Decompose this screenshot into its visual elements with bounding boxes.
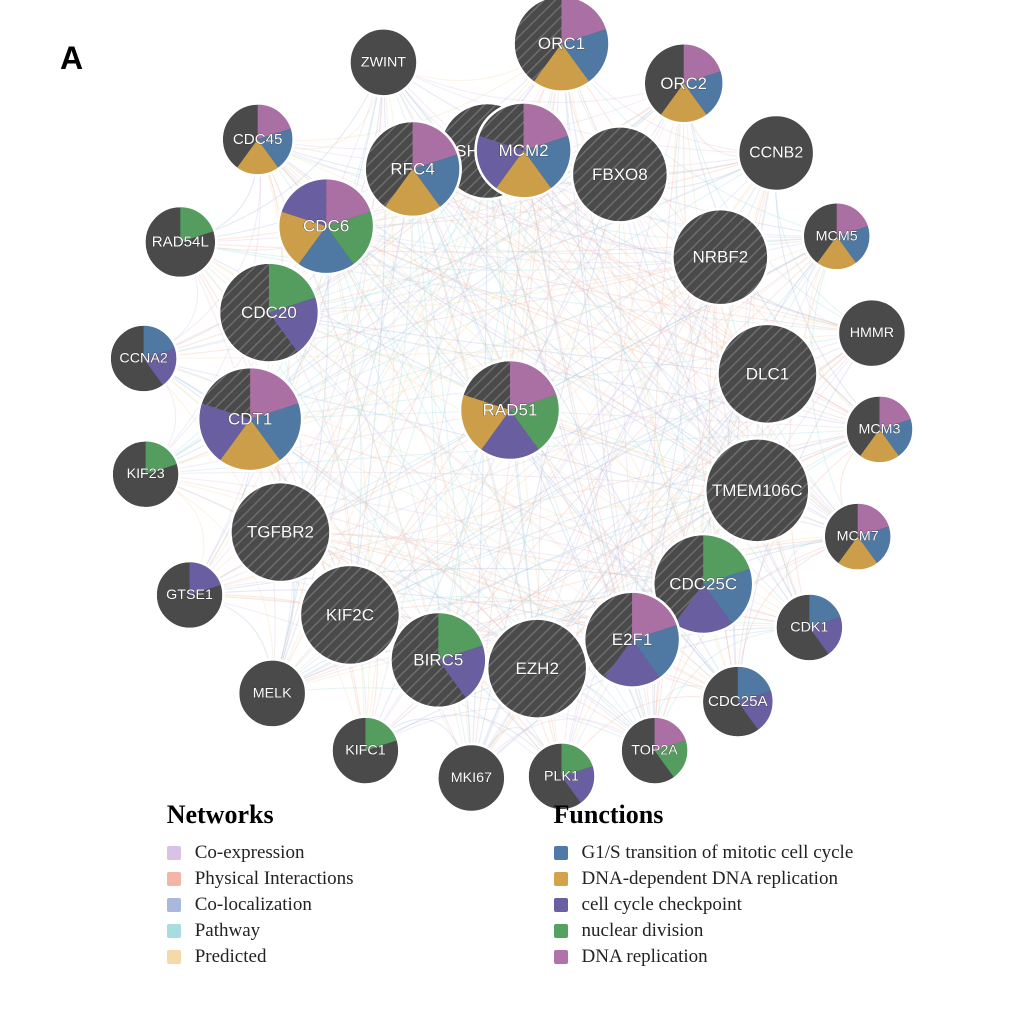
- node-hmmr: HMMR: [838, 299, 906, 367]
- node-top2a: TOP2A: [621, 717, 689, 785]
- node-mcm5: MCM5: [803, 202, 871, 270]
- edge: [811, 236, 858, 536]
- node-cdk1: CDK1: [775, 593, 843, 661]
- node-kifc1: KIFC1: [331, 717, 399, 785]
- node-ezh2: EZH2: [487, 619, 587, 719]
- legend-function-swatch: [554, 846, 568, 860]
- node-dlc1: DLC1: [717, 324, 817, 424]
- node-tgfbr2: TGFBR2: [230, 482, 330, 582]
- legend-network-label: Pathway: [195, 920, 260, 942]
- legend-function-swatch: [554, 898, 568, 912]
- legend-network-swatch: [167, 872, 181, 886]
- node-mcm3: MCM3: [845, 395, 913, 463]
- legend-functions-title: Functions: [554, 800, 854, 830]
- legend-network-label: Co-localization: [195, 894, 312, 916]
- legend-network-swatch: [167, 846, 181, 860]
- legend-network-item: Predicted: [167, 946, 354, 968]
- legend-network-label: Co-expression: [195, 842, 305, 864]
- node-orc1: ORC1: [513, 0, 609, 92]
- legend-network-item: Co-expression: [167, 842, 354, 864]
- legend-function-swatch: [554, 950, 568, 964]
- legend-function-item: cell cycle checkpoint: [554, 894, 854, 916]
- node-cdt1: CDT1: [198, 367, 302, 471]
- legend-network-item: Physical Interactions: [167, 868, 354, 890]
- node-rfc4: RFC4: [365, 121, 461, 217]
- node-orc2: ORC2: [644, 43, 724, 123]
- legend-function-label: DNA-dependent DNA replication: [582, 868, 838, 890]
- node-zwint: ZWINT: [349, 28, 417, 96]
- node-mcm7: MCM7: [824, 503, 892, 571]
- legend-function-swatch: [554, 924, 568, 938]
- legend-network-swatch: [167, 924, 181, 938]
- node-tmem106c: TMEM106C: [705, 438, 809, 542]
- legend-network-swatch: [167, 950, 181, 964]
- legend-function-label: nuclear division: [582, 920, 704, 942]
- legend: Networks Co-expression Physical Interacti…: [0, 800, 1020, 972]
- node-gtse1: GTSE1: [156, 561, 224, 629]
- node-ccna2: CCNA2: [110, 325, 178, 393]
- node-fbxo8: FBXO8: [572, 126, 668, 222]
- node-melk: MELK: [238, 659, 306, 727]
- node-birc5: BIRC5: [390, 612, 486, 708]
- node-e2f1: E2F1: [584, 592, 680, 688]
- legend-function-item: DNA-dependent DNA replication: [554, 868, 854, 890]
- legend-function-item: DNA replication: [554, 946, 854, 968]
- legend-function-item: G1/S transition of mitotic cell cycle: [554, 842, 854, 864]
- node-mcm2: MCM2: [476, 102, 572, 198]
- legend-function-label: G1/S transition of mitotic cell cycle: [582, 842, 854, 864]
- node-nrbf2: NRBF2: [672, 209, 768, 305]
- node-cdc45: CDC45: [222, 103, 294, 175]
- legend-network-item: Pathway: [167, 920, 354, 942]
- node-rad51: RAD51: [460, 360, 560, 460]
- legend-function-label: DNA replication: [582, 946, 708, 968]
- legend-network-label: Predicted: [195, 946, 267, 968]
- legend-functions: Functions G1/S transition of mitotic cel…: [554, 800, 854, 972]
- legend-function-label: cell cycle checkpoint: [582, 894, 742, 916]
- node-cdc20: CDC20: [219, 263, 319, 363]
- legend-network-item: Co-localization: [167, 894, 354, 916]
- legend-function-item: nuclear division: [554, 920, 854, 942]
- node-cdc25a: CDC25A: [702, 666, 774, 738]
- legend-function-swatch: [554, 872, 568, 886]
- nodes-layer: ORC1ORC2CCNB2MCM5HMMRMCM3MCM7CDK1CDC25AT…: [110, 0, 914, 812]
- node-kif2c: KIF2C: [300, 565, 400, 665]
- node-rad54l: RAD54L: [144, 206, 216, 278]
- legend-network-label: Physical Interactions: [195, 868, 354, 890]
- node-cdc6: CDC6: [278, 178, 374, 274]
- node-kif23: KIF23: [112, 440, 180, 508]
- network-graph: ORC1ORC2CCNB2MCM5HMMRMCM3MCM7CDK1CDC25AT…: [0, 0, 1020, 820]
- legend-network-swatch: [167, 898, 181, 912]
- legend-networks: Networks Co-expression Physical Interacti…: [167, 800, 354, 972]
- legend-networks-title: Networks: [167, 800, 354, 830]
- node-ccnb2: CCNB2: [738, 115, 814, 191]
